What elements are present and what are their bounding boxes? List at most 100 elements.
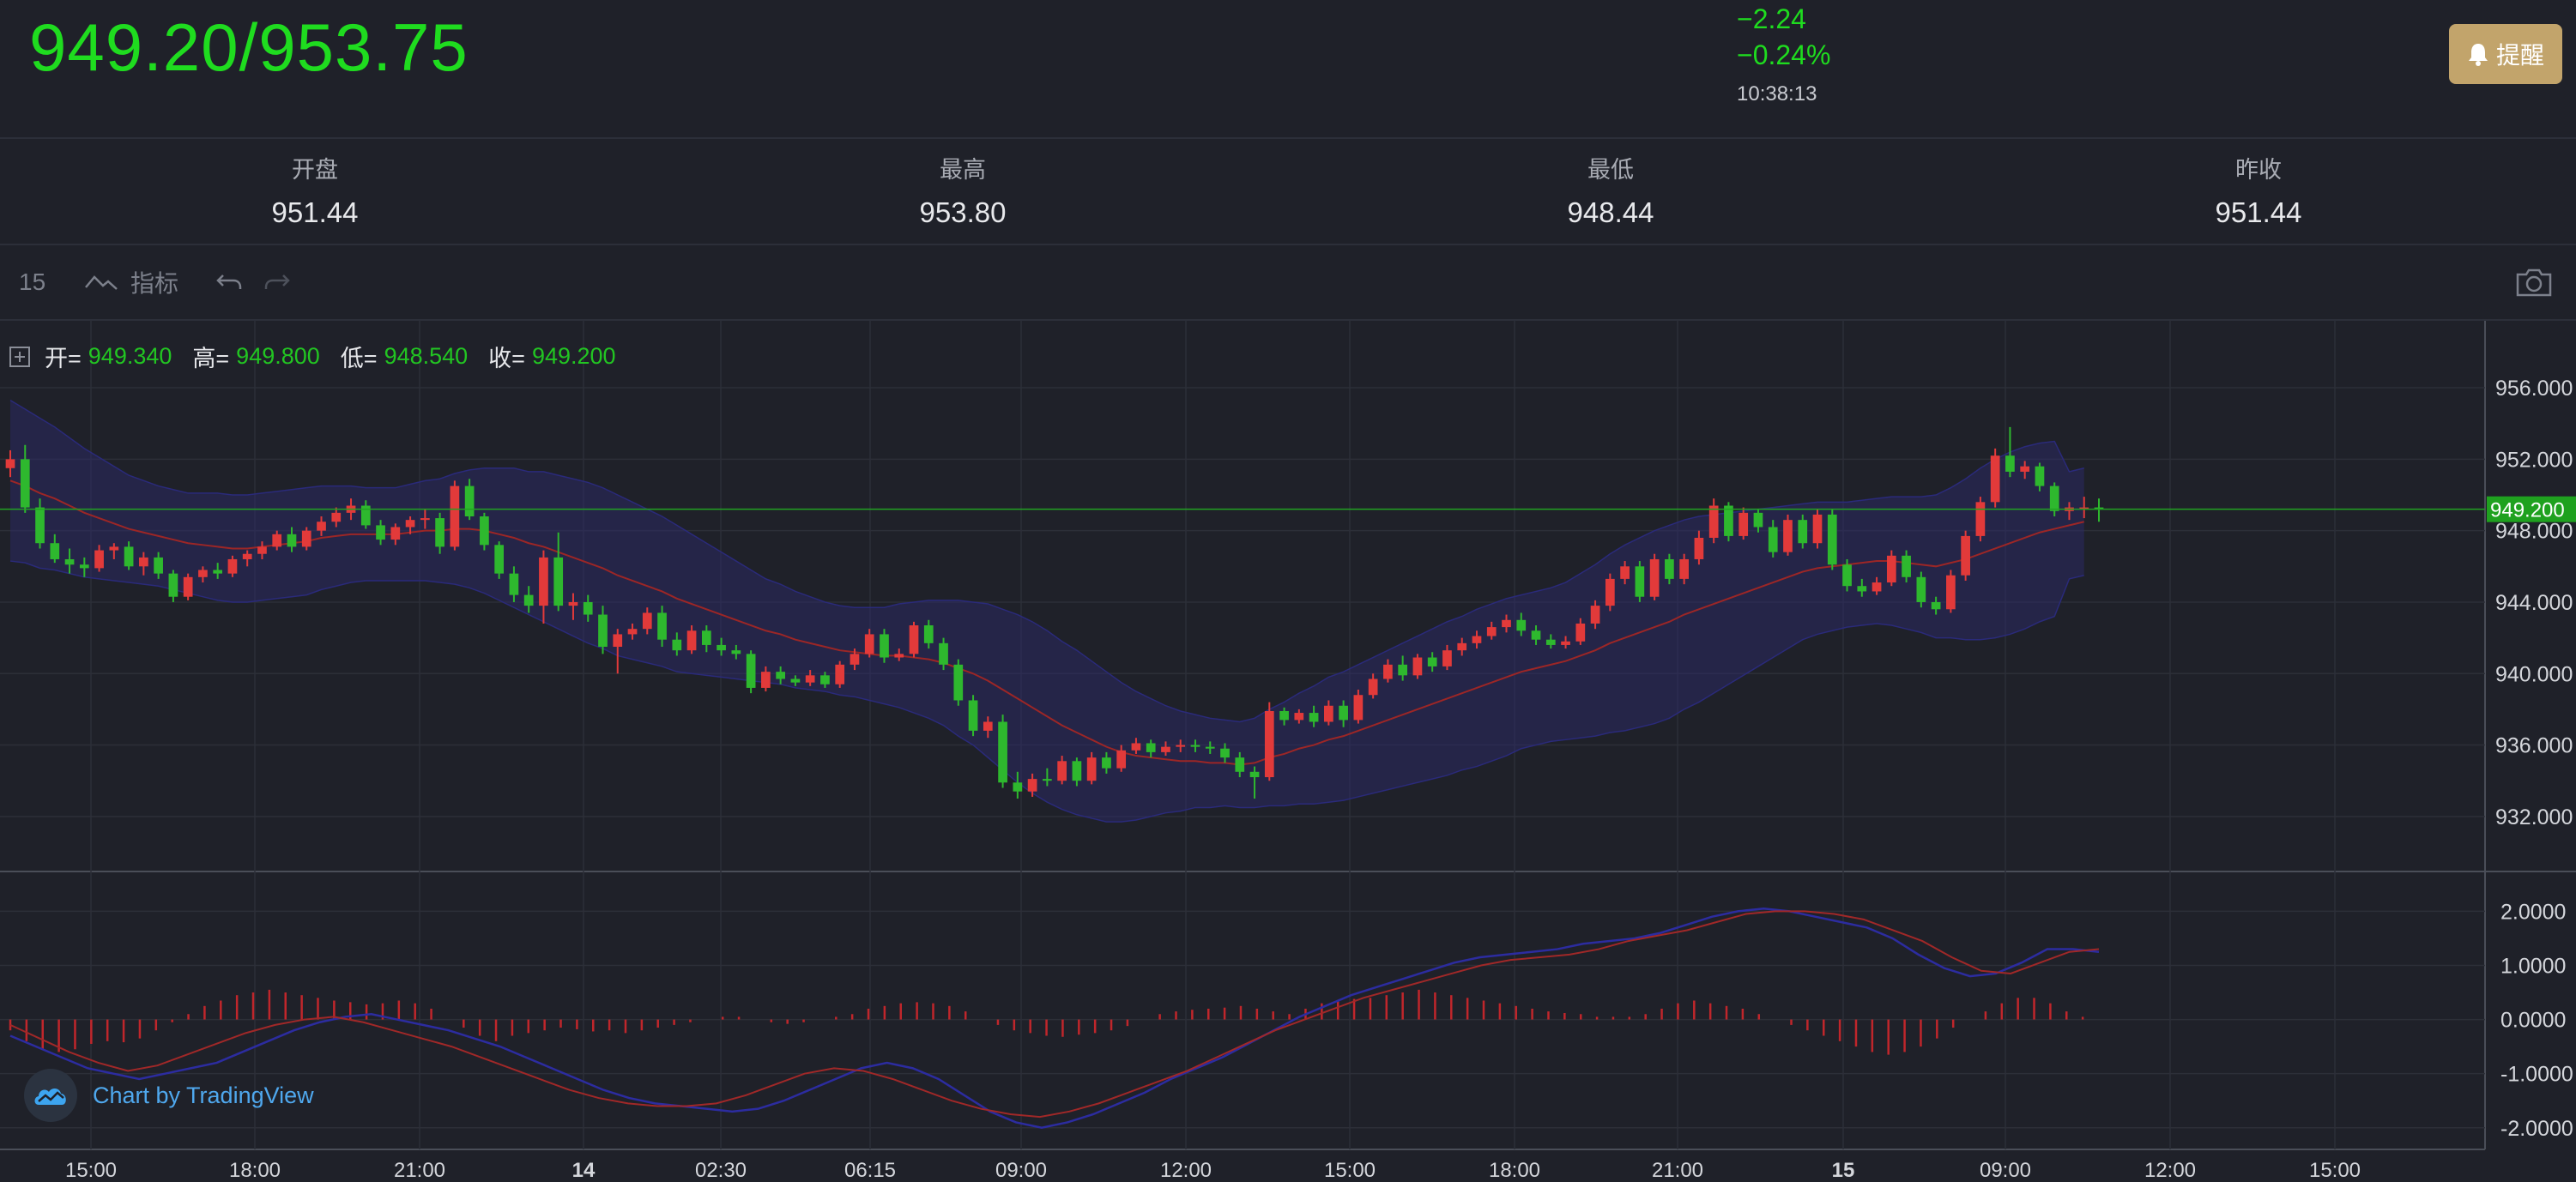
indicators-button[interactable]: 指标 (84, 245, 178, 319)
candle-body (1072, 761, 1082, 781)
candle-body (761, 672, 771, 688)
band-upper (9, 399, 2084, 723)
macd-tick-label: 2.0000 (2500, 900, 2566, 924)
chart-grid (0, 321, 2576, 1150)
candle-body (287, 534, 297, 547)
candle-body (1768, 527, 1778, 552)
candle-body (686, 630, 697, 651)
time-tick-label: 14 (572, 1159, 596, 1182)
camera-icon (2516, 268, 2552, 297)
candle-body (1902, 555, 1911, 577)
candle-body (1486, 627, 1497, 636)
stat-high-label: 最高 (940, 157, 986, 183)
interval-button[interactable]: 15 (19, 245, 45, 319)
candle-body (1708, 505, 1719, 538)
high-value: 949.800 (236, 343, 320, 369)
candle-body (968, 700, 978, 731)
time-tick-label: 12:00 (1160, 1159, 1212, 1182)
candle-body (124, 546, 134, 567)
candle-body (998, 721, 1007, 783)
candle-body (746, 654, 756, 688)
bell-icon (2468, 44, 2488, 66)
candle-body (1427, 657, 1437, 666)
candle-body (1872, 582, 1882, 592)
undo-button[interactable] (215, 245, 244, 319)
candle-body (1516, 619, 1527, 631)
candle-body (880, 634, 889, 658)
band-lower (9, 560, 2084, 823)
candle-body (1502, 619, 1511, 628)
candle-body (420, 518, 430, 521)
stat-prev-close: 昨收 951.44 (2044, 139, 2473, 229)
high-label: 高= (192, 346, 230, 371)
redo-button[interactable] (263, 245, 292, 319)
price-tick-label: 952.000 (2495, 448, 2573, 472)
candle-body (717, 644, 726, 651)
quote-header: 949.20/953.75 −2.24 −0.24% 10:38:13 提醒 (0, 0, 2576, 139)
candle-body (1665, 558, 1674, 579)
macd-tick-label: -1.0000 (2500, 1063, 2573, 1087)
candle-body (1472, 636, 1482, 643)
candle-body (376, 525, 385, 540)
expand-icon[interactable] (9, 346, 31, 368)
candle-body (1398, 664, 1408, 676)
price-tick-label: 932.000 (2495, 805, 2573, 829)
candle-body (331, 512, 342, 522)
alert-button[interactable]: 提醒 (2449, 24, 2562, 84)
candle-body (539, 557, 548, 606)
time-tick-label: 02:30 (695, 1159, 747, 1182)
macd-tick-label: 1.0000 (2500, 954, 2566, 978)
ma-line (9, 479, 2084, 766)
indicators-label: 指标 (130, 270, 179, 297)
candle-body (79, 564, 89, 569)
time-tick-label: 12:00 (2144, 1159, 2196, 1182)
candle-body (360, 505, 371, 526)
candle-body (983, 721, 993, 731)
candle-body (1279, 710, 1289, 721)
candle-body (1738, 512, 1749, 536)
candle-body (1961, 535, 1970, 576)
stat-low-label: 最低 (1587, 157, 1634, 183)
candle-body (1102, 757, 1111, 769)
candle-body (1027, 779, 1037, 792)
candle-body (1649, 558, 1660, 597)
time-tick-label: 21:00 (394, 1159, 445, 1182)
candle-body (1724, 505, 1733, 536)
candle-body (894, 654, 904, 658)
candle-body (1975, 502, 1986, 536)
candle-body (864, 634, 874, 654)
candle-body (242, 553, 252, 559)
candle-body (2005, 455, 2015, 472)
candle-body (553, 557, 564, 606)
stat-open-value: 951.44 (271, 196, 359, 228)
stat-high-value: 953.80 (919, 196, 1007, 228)
tradingview-badge[interactable]: Chart by TradingView (24, 1069, 314, 1122)
line-wave-icon (85, 275, 118, 290)
candle-body (1812, 514, 1823, 544)
macd-tick-label: -2.0000 (2500, 1117, 2573, 1141)
candlestick-series (5, 426, 2104, 799)
candle-body (923, 625, 934, 643)
candle-body (480, 516, 489, 546)
candle-body (109, 546, 119, 551)
candle-body (1605, 578, 1615, 606)
last-price-box (2487, 496, 2576, 522)
candle-body (613, 634, 623, 648)
stat-open: 开盘 951.44 (100, 139, 529, 229)
candle-body (953, 664, 964, 701)
moving-average (9, 479, 2084, 766)
candle-body (1190, 745, 1200, 747)
snapshot-button[interactable] (2514, 245, 2554, 319)
candle-body (94, 550, 104, 569)
candle-body (1545, 639, 1556, 645)
candle-body (1249, 771, 1260, 778)
candle-body (2035, 466, 2045, 486)
candle-body (168, 573, 178, 597)
candle-body (139, 557, 148, 567)
candle-body (390, 527, 401, 540)
stat-low: 最低 948.44 (1396, 139, 1825, 229)
candle-body (909, 625, 919, 654)
candle-body (1531, 630, 1541, 640)
time-tick-label: 09:00 (995, 1159, 1047, 1182)
price-chart[interactable]: 956.000 952.000 948.000 944.000 940.000 936.0… (0, 321, 2576, 1182)
